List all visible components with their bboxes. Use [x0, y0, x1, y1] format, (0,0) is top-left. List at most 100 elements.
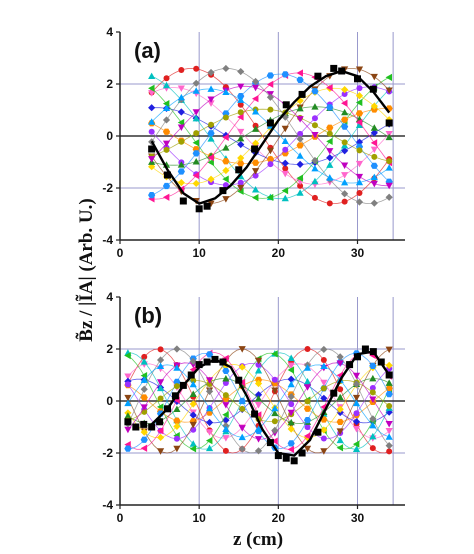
- data-point: [352, 399, 361, 407]
- x-tick-label: 30: [351, 511, 365, 525]
- highlight-point: [282, 101, 290, 109]
- data-point: [162, 182, 171, 190]
- data-point: [281, 194, 289, 202]
- data-point: [369, 385, 376, 392]
- data-point: [238, 445, 246, 453]
- data-point: [386, 158, 393, 165]
- data-point: [177, 124, 185, 131]
- data-point: [385, 164, 393, 171]
- highlight-point: [354, 75, 361, 83]
- data-point: [296, 76, 304, 83]
- data-point: [237, 93, 245, 100]
- data-point: [369, 421, 377, 429]
- data-point: [341, 91, 348, 98]
- data-point: [352, 445, 361, 453]
- data-point: [156, 427, 164, 435]
- highlight-point: [211, 355, 219, 363]
- data-point: [297, 182, 304, 189]
- data-point: [140, 385, 148, 393]
- data-point: [162, 140, 171, 148]
- data-point: [192, 150, 200, 157]
- data-point: [222, 196, 230, 203]
- data-point: [148, 191, 156, 199]
- highlight-point: [282, 454, 290, 462]
- data-point: [222, 133, 229, 141]
- data-point: [281, 125, 289, 133]
- data-point: [281, 71, 289, 78]
- data-point: [370, 199, 378, 207]
- data-point: [162, 100, 170, 108]
- data-point: [148, 104, 156, 112]
- data-point: [140, 376, 148, 383]
- y-tick-label: 2: [106, 77, 113, 91]
- data-point: [326, 148, 334, 155]
- data-point: [254, 395, 263, 402]
- data-point: [148, 156, 156, 163]
- data-point: [370, 173, 378, 181]
- data-point: [140, 436, 148, 443]
- data-point: [296, 135, 304, 143]
- data-point: [266, 147, 275, 155]
- highlight-point: [314, 72, 322, 80]
- highlight-point: [346, 361, 354, 369]
- data-point: [311, 122, 318, 129]
- data-point: [148, 84, 155, 92]
- data-point: [326, 137, 333, 146]
- data-point: [173, 417, 181, 424]
- data-point: [124, 412, 132, 419]
- x-tick-label: 20: [272, 246, 286, 260]
- data-point: [222, 175, 229, 183]
- data-point: [205, 387, 214, 395]
- data-point: [193, 65, 200, 72]
- data-point: [222, 447, 229, 454]
- data-point: [237, 140, 245, 149]
- data-point: [237, 184, 245, 192]
- y-tick-label: 0: [106, 129, 113, 143]
- highlight-point: [235, 376, 243, 384]
- data-point: [282, 146, 289, 153]
- y-axis-label: B̃z / |ĨA| (Arb. U.): [75, 198, 97, 341]
- highlight-point: [274, 452, 282, 460]
- data-point: [297, 130, 304, 137]
- data-point: [173, 378, 181, 385]
- data-point: [207, 158, 214, 166]
- data-point: [385, 133, 393, 141]
- data-point: [311, 164, 319, 172]
- data-point: [287, 425, 295, 433]
- data-point: [251, 84, 260, 92]
- data-point: [341, 172, 349, 179]
- data-point: [311, 132, 319, 139]
- data-point: [238, 425, 246, 432]
- data-point: [205, 404, 214, 412]
- data-point: [222, 435, 230, 442]
- data-point: [356, 190, 363, 197]
- highlight-point: [203, 358, 211, 366]
- data-point: [266, 80, 274, 88]
- data-point: [271, 376, 278, 383]
- data-point: [192, 179, 200, 188]
- data-point: [352, 372, 361, 380]
- highlight-point: [195, 361, 203, 369]
- data-point: [370, 162, 378, 169]
- data-point: [222, 375, 230, 382]
- data-point: [385, 182, 393, 190]
- data-point: [222, 425, 230, 432]
- data-point: [385, 391, 393, 398]
- data-point: [193, 130, 200, 137]
- data-point: [326, 174, 334, 181]
- data-point: [370, 73, 378, 81]
- data-point: [326, 84, 333, 92]
- data-point: [189, 390, 197, 398]
- data-point: [140, 394, 148, 401]
- data-point: [162, 116, 171, 124]
- data-point: [177, 85, 185, 92]
- data-point: [336, 428, 344, 435]
- data-point: [296, 142, 304, 149]
- y-tick-label: 4: [106, 290, 113, 304]
- data-point: [320, 345, 328, 354]
- highlight-point: [361, 345, 369, 353]
- data-point: [320, 435, 327, 442]
- data-point: [156, 362, 165, 369]
- data-point: [163, 146, 170, 153]
- data-point: [336, 353, 344, 361]
